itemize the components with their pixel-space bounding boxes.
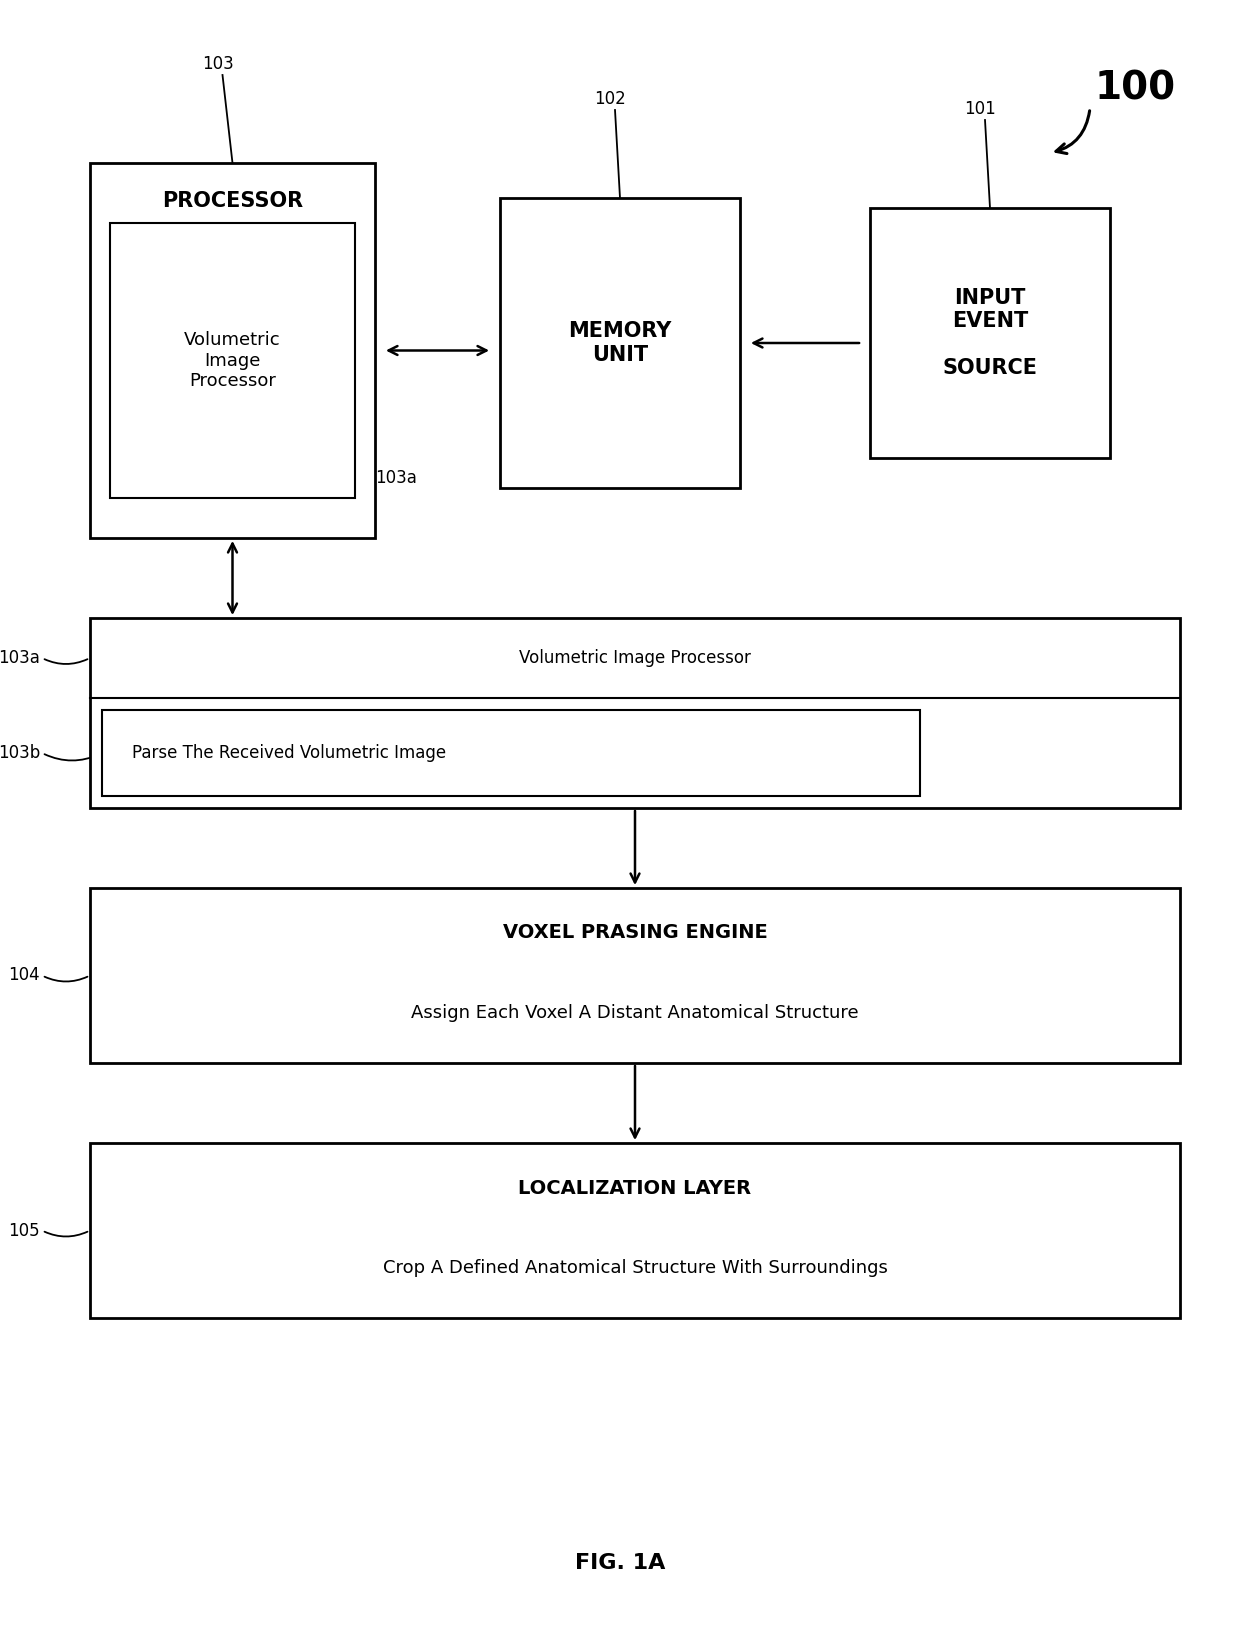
- Bar: [500, 199, 740, 488]
- Text: 104: 104: [9, 967, 40, 985]
- FancyArrowPatch shape: [1056, 111, 1090, 153]
- Text: Crop A Defined Anatomical Structure With Surroundings: Crop A Defined Anatomical Structure With…: [383, 1258, 888, 1276]
- Text: FIG. 1A: FIG. 1A: [575, 1553, 665, 1573]
- Bar: [870, 208, 1110, 457]
- Text: VOXEL PRASING ENGINE: VOXEL PRASING ENGINE: [502, 923, 768, 943]
- Text: 103a: 103a: [0, 650, 40, 667]
- FancyArrowPatch shape: [356, 469, 371, 490]
- Text: 105: 105: [9, 1221, 40, 1239]
- Text: 103b: 103b: [0, 744, 40, 762]
- FancyArrowPatch shape: [45, 1232, 88, 1237]
- Text: MEMORY
UNIT: MEMORY UNIT: [568, 321, 672, 365]
- Text: 103: 103: [202, 55, 233, 73]
- Bar: [91, 887, 1180, 1063]
- Text: 100: 100: [1095, 68, 1176, 107]
- Text: 102: 102: [594, 90, 626, 107]
- Bar: [91, 619, 1180, 807]
- FancyArrowPatch shape: [45, 977, 88, 982]
- Text: Volumetric
Image
Processor: Volumetric Image Processor: [185, 330, 280, 391]
- Text: 103a: 103a: [374, 469, 417, 487]
- Text: Parse The Received Volumetric Image: Parse The Received Volumetric Image: [131, 744, 446, 762]
- Text: Volumetric Image Processor: Volumetric Image Processor: [520, 650, 751, 667]
- Text: INPUT
EVENT

SOURCE: INPUT EVENT SOURCE: [942, 288, 1038, 378]
- Bar: [91, 1143, 1180, 1319]
- Text: Assign Each Voxel A Distant Anatomical Structure: Assign Each Voxel A Distant Anatomical S…: [412, 1004, 859, 1022]
- Text: PROCESSOR: PROCESSOR: [162, 190, 303, 212]
- FancyArrowPatch shape: [45, 754, 99, 760]
- Text: LOCALIZATION LAYER: LOCALIZATION LAYER: [518, 1179, 751, 1198]
- FancyArrowPatch shape: [45, 659, 88, 664]
- Bar: [102, 710, 920, 796]
- Bar: [91, 163, 374, 537]
- Text: 101: 101: [965, 99, 996, 117]
- Bar: [110, 223, 355, 498]
